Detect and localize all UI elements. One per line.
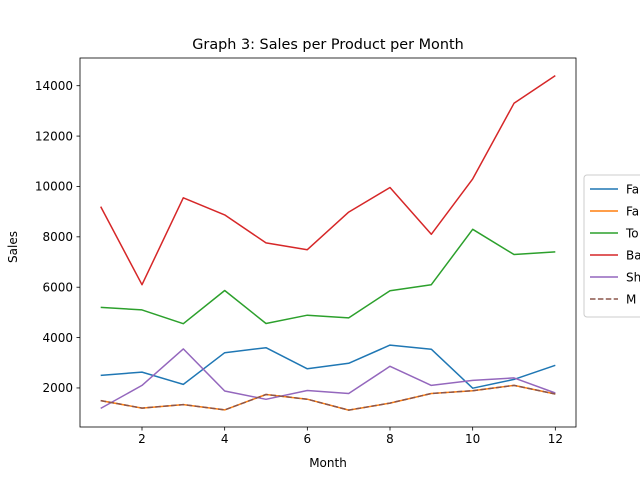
- x-tick-label: 6: [304, 432, 312, 446]
- series-line-4: [100, 74, 556, 286]
- series-line-5: [100, 348, 556, 410]
- y-tick-label: 2000: [42, 381, 73, 395]
- series-line-2: [100, 384, 556, 411]
- series-line-3: [100, 228, 556, 325]
- x-tick-label: 4: [221, 432, 229, 446]
- y-tick-label: 6000: [42, 280, 73, 294]
- x-tick-label: 2: [138, 432, 146, 446]
- legend-label: Fa: [626, 204, 639, 218]
- plot-frame: [79, 57, 577, 428]
- x-tick-label: 10: [465, 432, 480, 446]
- legend-label: M: [626, 292, 636, 306]
- legend-label: Ba: [626, 248, 640, 262]
- legend-label: Sh: [626, 270, 640, 284]
- y-tick-label: 10000: [35, 180, 73, 194]
- legend-label: Fa: [626, 182, 639, 196]
- y-tick-label: 14000: [35, 79, 73, 93]
- y-tick-label: 4000: [42, 331, 73, 345]
- series-line-6: [100, 384, 556, 411]
- y-axis-label: Sales: [6, 231, 20, 263]
- legend-label: To: [625, 226, 639, 240]
- x-axis-label: Month: [309, 456, 347, 470]
- y-tick-label: 8000: [42, 230, 73, 244]
- y-tick-label: 12000: [35, 129, 73, 143]
- chart-title: Graph 3: Sales per Product per Month: [192, 37, 463, 53]
- x-tick-label: 12: [548, 432, 563, 446]
- series-line-1: [100, 344, 556, 389]
- x-tick-label: 8: [386, 432, 394, 446]
